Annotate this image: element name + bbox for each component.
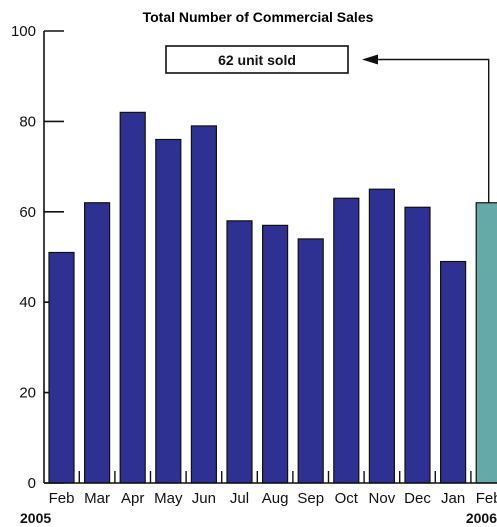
bar-5: [226, 220, 253, 484]
bar-9: [368, 188, 395, 484]
annotation-box: [165, 45, 349, 74]
x-tick-label: Jun: [192, 490, 216, 507]
x-tick-label: Dec: [404, 490, 431, 507]
x-tick-label: Mar: [84, 490, 110, 507]
y-tick-label: 60: [19, 204, 36, 221]
x-axis: Feb Mar Apr May Jun Jul Aug Sep Oct Nov Dec Jan Feb 2…: [20, 471, 497, 526]
bar-8: [333, 197, 360, 484]
x-tick-label: May: [154, 490, 183, 507]
bar-0: [48, 251, 75, 484]
y-tick-label: 20: [19, 385, 36, 402]
x-tick-label: Jan: [441, 490, 465, 507]
chart-title: Total Number of Commercial Sales: [143, 9, 374, 25]
bar-1: [83, 202, 111, 484]
annotation-leader-line: [376, 58, 490, 203]
year-label: 2006: [466, 510, 497, 526]
y-axis: 0 20 40 60 80 100: [11, 23, 64, 492]
y-tick-label: 0: [28, 475, 36, 492]
x-tick-label: Apr: [121, 490, 144, 507]
bar-7: [297, 238, 324, 484]
bar-6: [262, 224, 289, 484]
y-tick-label: 40: [19, 294, 36, 311]
x-tick-label: Feb: [49, 490, 75, 507]
y-tick-label: 100: [11, 23, 36, 40]
x-tick-label: Oct: [335, 490, 359, 507]
bar-12: [475, 202, 497, 484]
x-tick-label: Feb: [476, 490, 497, 507]
bars-group: [48, 111, 497, 484]
x-tick-label: Sep: [297, 490, 324, 507]
bar-3: [155, 138, 182, 484]
bar-11: [440, 260, 467, 484]
bar-4: [190, 125, 217, 484]
annotation-text: 62 unit sold: [218, 52, 296, 68]
x-tick-label: Aug: [262, 490, 289, 507]
bar-10: [404, 206, 431, 484]
annotation-arrowhead: [362, 54, 378, 65]
x-tick-label: Nov: [369, 490, 396, 507]
x-tick-label: Jul: [230, 490, 249, 507]
year-label: 2005: [20, 510, 51, 526]
annotation-callout: 62 unit sold: [165, 45, 490, 203]
y-tick-label: 80: [19, 113, 36, 130]
bar-2: [119, 111, 146, 484]
